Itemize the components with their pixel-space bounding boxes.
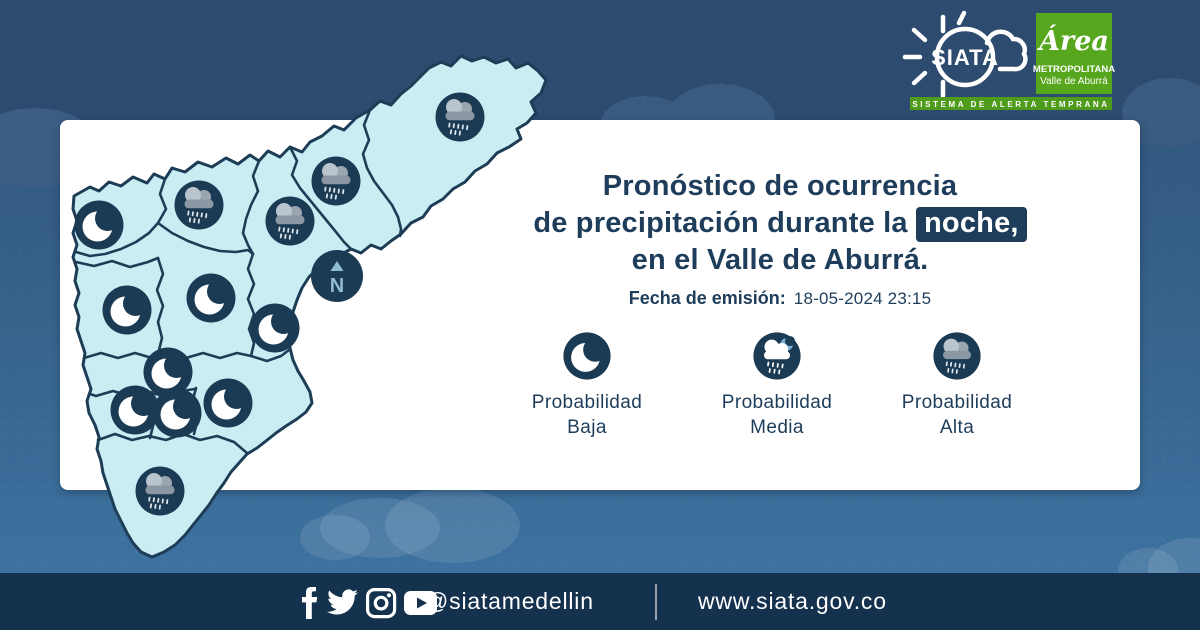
siata-logo [902, 10, 1028, 99]
legend-label-alta: Probabilidad Alta [901, 392, 1013, 438]
social-icons [302, 587, 437, 619]
footer-bar [0, 573, 1200, 630]
siata-logo-text: SIATA [931, 45, 999, 70]
legend-item-alta: Probabilidad Alta [852, 330, 1062, 440]
footer-divider [655, 584, 657, 620]
social-handle[interactable]: @siatamedellin [425, 588, 594, 614]
youtube-icon[interactable] [404, 591, 437, 615]
emission-row: Fecha de emisión: 18-05-2024 23:15 [460, 288, 1100, 309]
area-logo-line1: METROPOLITANA [1033, 64, 1115, 75]
title-line-2-text: de precipitación durante la [533, 207, 908, 239]
legend-label-media: Probabilidad Media [721, 392, 833, 438]
rain-moon-icon [753, 332, 801, 380]
cloud-icon [385, 488, 520, 563]
legend-item-baja: Probabilidad Baja [482, 330, 692, 440]
emission-label: Fecha de emisión: [628, 288, 786, 308]
rain-icon [933, 332, 981, 380]
title-line-3: en el Valle de Aburrá. [631, 244, 929, 276]
website-link[interactable]: www.siata.gov.co [698, 588, 887, 614]
area-logo-script: Área [1036, 24, 1109, 57]
title-line-2: de precipitación durante la noche, [460, 205, 1100, 242]
page-title: Pronóstico de ocurrencia de precipitació… [460, 168, 1100, 279]
instagram-icon[interactable] [366, 588, 397, 619]
siata-tagline-text: SISTEMA DE ALERTA TEMPRANA [912, 100, 1109, 109]
siata-tagline-band: SISTEMA DE ALERTA TEMPRANA [910, 97, 1112, 110]
title-highlight-noche: noche, [916, 207, 1027, 242]
twitter-icon[interactable] [327, 589, 358, 615]
legend-label-baja: Probabilidad Baja [531, 392, 643, 438]
legend-item-media: Probabilidad Media [672, 330, 882, 440]
title-line-1: Pronóstico de ocurrencia [602, 170, 958, 202]
facebook-icon[interactable] [302, 587, 318, 619]
area-metropolitana-logo: Área METROPOLITANA Valle de Aburrá [1033, 13, 1115, 94]
header-logos: SIATA Área METROPOLITANA Valle de Aburrá… [902, 10, 1115, 110]
moon-icon [563, 332, 611, 380]
area-logo-line2: Valle de Aburrá [1040, 76, 1108, 87]
cloud-icon [300, 515, 370, 560]
emission-datetime: 18-05-2024 23:15 [793, 289, 932, 308]
